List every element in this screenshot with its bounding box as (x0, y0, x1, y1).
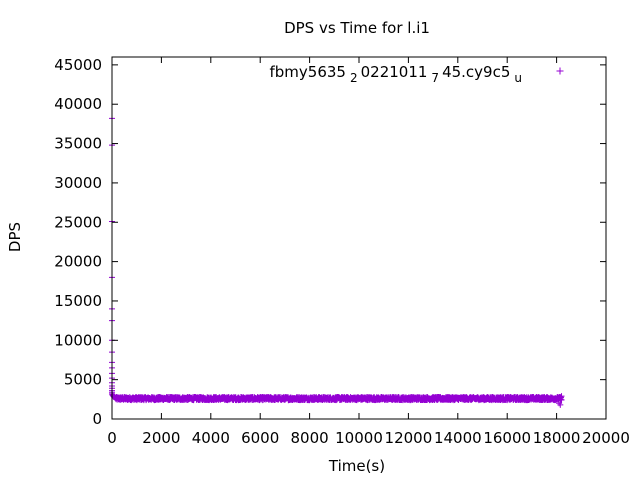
y-tick-label: 0 (92, 410, 102, 428)
y-tick-label: 35000 (54, 135, 102, 153)
legend-label-part: fbmy5635 (270, 63, 346, 81)
legend-label-part: 45.cy9c5 (442, 63, 510, 81)
y-axis-ticks: 0 5000 10000 15000 20000 25000 30000 35000 40000… (54, 56, 606, 428)
x-tick-label: 0 (107, 429, 117, 447)
x-tick-label: 6000 (241, 429, 279, 447)
y-tick-label: 45000 (54, 56, 102, 74)
y-tick-label: 30000 (54, 174, 102, 192)
y-tick-label: 25000 (54, 213, 102, 231)
legend-marker (556, 67, 564, 75)
x-tick-label: 4000 (192, 429, 230, 447)
y-tick-label: 10000 (54, 331, 102, 349)
x-axis-ticks: 0 2000 4000 6000 8000 10000 12000 14000 16000 180… (107, 57, 630, 447)
y-tick-label: 20000 (54, 253, 102, 271)
data-point (557, 401, 564, 408)
legend-label-part: u (514, 71, 522, 85)
y-axis-label: DPS (6, 222, 24, 252)
x-tick-label: 14000 (434, 429, 482, 447)
y-tick-label: 40000 (54, 95, 102, 113)
x-tick-label: 8000 (291, 429, 329, 447)
x-tick-label: 16000 (483, 429, 531, 447)
y-tick-label: 5000 (64, 371, 102, 389)
x-tick-label: 12000 (385, 429, 433, 447)
legend-label: fbmy5635 2 0221011 7 45.cy9c5 u (270, 63, 523, 85)
data-points (109, 115, 565, 408)
legend-label-part: 7 (431, 71, 439, 85)
x-axis-label: Time(s) (328, 457, 385, 475)
x-tick-label: 18000 (533, 429, 581, 447)
x-tick-label: 2000 (142, 429, 180, 447)
legend: fbmy5635 2 0221011 7 45.cy9c5 u (270, 63, 564, 85)
legend-label-part: 2 (350, 71, 358, 85)
plot-frame (111, 56, 607, 420)
y-tick-label: 15000 (54, 292, 102, 310)
legend-label-part: 0221011 (361, 63, 428, 81)
x-tick-label: 20000 (582, 429, 630, 447)
data-point (558, 393, 565, 400)
x-tick-label: 10000 (335, 429, 383, 447)
chart-title: DPS vs Time for l.i1 (284, 19, 430, 37)
